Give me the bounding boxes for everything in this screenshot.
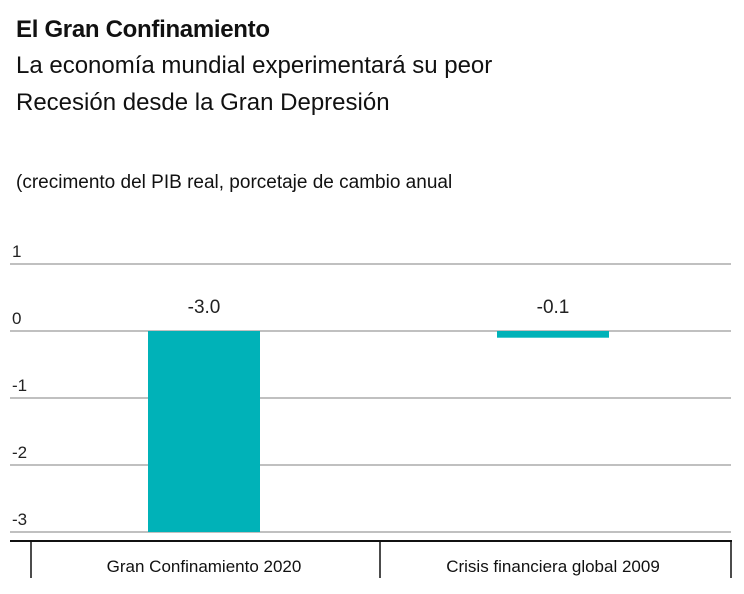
chart-subtitle-line-2: Recesión desde la Gran Depresión xyxy=(16,89,390,116)
bar xyxy=(497,331,609,338)
unit-label: (crecimento del PIB real, porcetaje de c… xyxy=(16,172,453,193)
y-tick-label: 1 xyxy=(12,242,21,261)
category-label: Gran Confinamiento 2020 xyxy=(107,557,302,576)
y-tick-label: -3 xyxy=(12,510,27,529)
data-label: -3.0 xyxy=(188,297,221,318)
category-label: Crisis financiera global 2009 xyxy=(446,557,660,576)
y-tick-label: 0 xyxy=(12,309,21,328)
chart-title: El Gran Confinamiento xyxy=(16,16,270,43)
y-tick-label: -1 xyxy=(12,376,27,395)
y-tick-label: -2 xyxy=(12,443,27,462)
chart-subtitle-line-1: La economía mundial experimentará su peo… xyxy=(16,52,493,79)
bar xyxy=(148,331,260,532)
data-label: -0.1 xyxy=(537,297,570,318)
